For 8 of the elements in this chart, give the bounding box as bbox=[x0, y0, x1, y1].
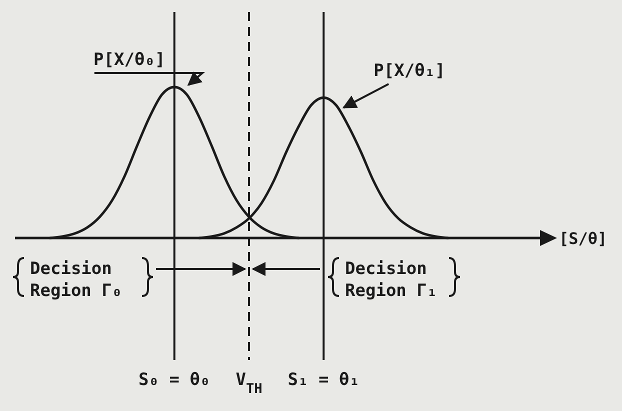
text: Decision Region Γ₁ bbox=[345, 259, 438, 301]
x-tick-label: S₀ = θ₀ bbox=[138, 370, 210, 390]
text: [S/θ] bbox=[559, 229, 608, 248]
text: P[X/θ₁] bbox=[374, 61, 446, 81]
x-tick-label: S₁ = θ₁ bbox=[288, 370, 360, 390]
x-tick-label: V$_{TH}$ bbox=[236, 370, 262, 397]
series-label: P[X/θ₀] bbox=[94, 50, 166, 70]
text: Decision Region Γ₀ bbox=[30, 259, 122, 301]
